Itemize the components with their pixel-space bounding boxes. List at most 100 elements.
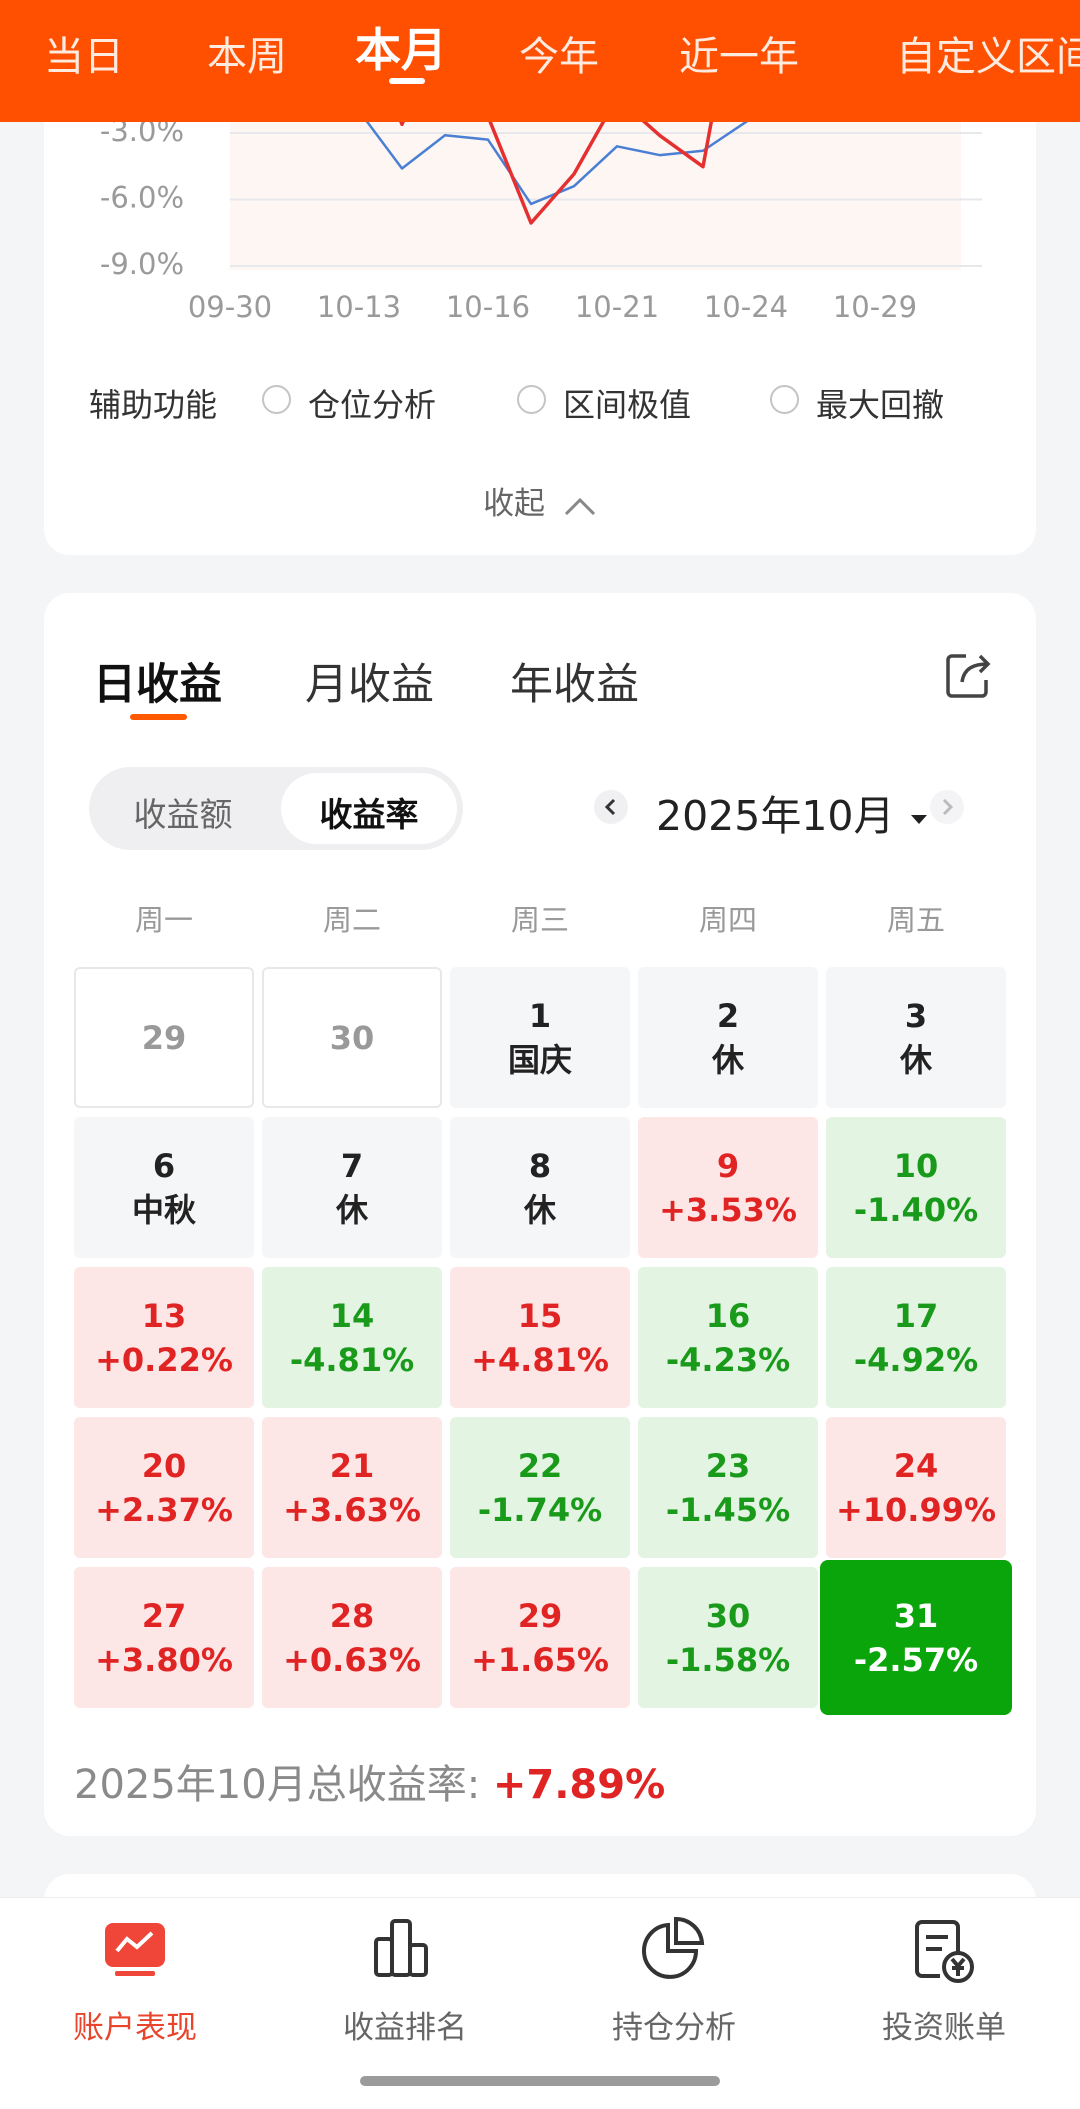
x-tick-label: 10-13: [317, 290, 401, 324]
toggle-option[interactable]: 收益率: [319, 795, 419, 834]
calendar-cell[interactable]: 23 -1.45%: [638, 1417, 818, 1558]
period-tab[interactable]: 今年: [519, 34, 599, 80]
toggle-option[interactable]: 收益额: [133, 795, 233, 834]
calendar-cell[interactable]: 29: [74, 967, 254, 1108]
radio[interactable]: [262, 385, 291, 414]
cell-label: +2.37%: [95, 1490, 233, 1529]
cell-label: -4.23%: [665, 1340, 791, 1379]
cell-label: -4.81%: [289, 1340, 415, 1379]
calendar-tab[interactable]: 年收益: [510, 660, 639, 710]
period-tab[interactable]: 近一年: [679, 34, 799, 80]
cell-day: 22: [517, 1446, 563, 1485]
x-tick-label: 10-24: [704, 290, 788, 324]
calendar-cell[interactable]: 1 国庆: [450, 967, 630, 1108]
nav-label[interactable]: 账户表现: [73, 2010, 197, 2046]
cell-label: -4.92%: [853, 1340, 979, 1379]
cell-label: +1.65%: [471, 1640, 609, 1679]
calendar-cell[interactable]: 30 -1.58%: [638, 1567, 818, 1708]
calendar-cell[interactable]: 17 -4.92%: [826, 1267, 1006, 1408]
cell-day: 8: [528, 1146, 552, 1185]
chart: -3.0%-6.0%-9.0%09-30 10-13 10-16 10-21 10-24…: [100, 0, 982, 324]
nav-icon-holding[interactable]: [642, 1916, 705, 1979]
cell-label: -1.40%: [853, 1190, 979, 1229]
radio[interactable]: [770, 385, 799, 414]
share-icon[interactable]: [944, 650, 994, 700]
calendar-cell[interactable]: 15 +4.81%: [450, 1267, 630, 1408]
aux-row: 辅助功能 仓位分析 区间极值 最大回撤: [0, 380, 1080, 424]
calendar-cell[interactable]: 10 -1.40%: [826, 1117, 1006, 1258]
calendar-cell[interactable]: 16 -4.23%: [638, 1267, 818, 1408]
nav-icon-account[interactable]: [105, 1923, 165, 1976]
calendar-cell[interactable]: 20 +2.37%: [74, 1417, 254, 1558]
weekday: 周五: [886, 903, 945, 937]
bottom-nav: [0, 1897, 1080, 2109]
caret: [910, 815, 927, 824]
calendar-cell[interactable]: 14 -4.81%: [262, 1267, 442, 1408]
cell-day: 6: [152, 1146, 176, 1185]
prev-month[interactable]: [593, 789, 629, 825]
calendar-cell[interactable]: 24 +10.99%: [826, 1417, 1006, 1558]
calendar-cell[interactable]: 9 +3.53%: [638, 1117, 818, 1258]
cell-day: 28: [329, 1596, 375, 1635]
home-indicator: [360, 2076, 720, 2086]
cell-day: 7: [340, 1146, 364, 1185]
cell-label: 国庆: [507, 1040, 572, 1079]
calendar-cell[interactable]: 31 -2.57%: [820, 1560, 1012, 1715]
chart-band: [230, 120, 961, 270]
x-tick-label: 10-16: [446, 290, 530, 324]
month-picker[interactable]: 2025年10月: [656, 782, 930, 842]
cell-day: 3: [904, 996, 928, 1035]
cell-day: 29: [141, 1018, 187, 1057]
cell-label: +10.99%: [835, 1490, 997, 1529]
calendar-cell[interactable]: 21 +3.63%: [262, 1417, 442, 1558]
cell-day: 20: [141, 1446, 187, 1485]
weekday: 周二: [322, 903, 381, 937]
cell-day: 27: [141, 1596, 187, 1635]
nav-label[interactable]: 投资账单: [882, 2010, 1006, 2046]
collapse[interactable]: 收起: [0, 478, 1080, 523]
nav-icon-rank[interactable]: [374, 1919, 428, 1977]
weekday: 周四: [698, 903, 757, 937]
calendar-tab[interactable]: 日收益: [93, 660, 222, 710]
nav-label[interactable]: 收益排名: [343, 2010, 467, 2046]
calendar-tab[interactable]: 月收益: [305, 660, 434, 710]
calendar-cell[interactable]: 22 -1.74%: [450, 1417, 630, 1558]
tab-underline: [130, 714, 187, 720]
calendar-cell[interactable]: 28 +0.63%: [262, 1567, 442, 1708]
toggle-labels: 收益额 收益率: [0, 788, 1080, 834]
cell-day: 15: [517, 1296, 563, 1335]
cell-label: 休: [899, 1040, 932, 1079]
aux-label: 辅助功能: [89, 386, 218, 424]
cell-label: 中秋: [131, 1190, 196, 1229]
next-month[interactable]: [929, 789, 965, 825]
nav-icon-bill[interactable]: [915, 1920, 974, 1983]
calendar-cell[interactable]: 6 中秋: [74, 1117, 254, 1258]
calendar-cell[interactable]: 13 +0.22%: [74, 1267, 254, 1408]
x-tick-label: 09-30: [188, 290, 272, 324]
period-tab[interactable]: 当日: [44, 34, 124, 80]
cell-label: 休: [335, 1190, 368, 1229]
nav-label[interactable]: 持仓分析: [612, 2010, 736, 2046]
period-tab[interactable]: 本月: [355, 23, 447, 77]
cell-label: +0.63%: [283, 1640, 421, 1679]
radio[interactable]: [517, 385, 546, 414]
calendar-cell[interactable]: 29 +1.65%: [450, 1567, 630, 1708]
weekday: 周一: [134, 903, 193, 937]
period-tab[interactable]: 自定义区间: [896, 34, 1080, 80]
cell-label: -2.57%: [853, 1640, 979, 1679]
cell-day: 21: [329, 1446, 375, 1485]
period-tab[interactable]: 本周: [207, 34, 287, 80]
cell-day: 9: [716, 1146, 740, 1185]
cell-day: 2: [716, 996, 740, 1035]
calendar-cell[interactable]: 30: [262, 967, 442, 1108]
cell-label: -1.58%: [665, 1640, 791, 1679]
cell-day: 14: [329, 1296, 375, 1335]
calendar-cell[interactable]: 27 +3.80%: [74, 1567, 254, 1708]
toggle-selected: [281, 773, 457, 844]
radio-label: 区间极值: [563, 386, 692, 424]
